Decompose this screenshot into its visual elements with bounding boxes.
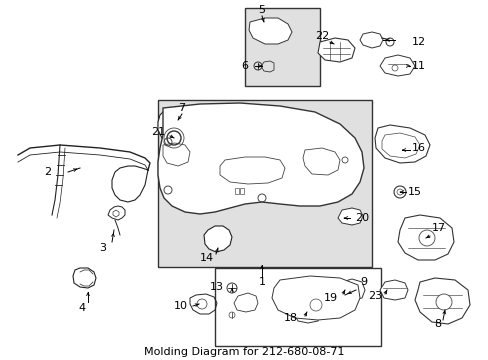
Circle shape [418,230,434,246]
Text: 20: 20 [354,213,368,223]
Bar [215,268,380,346]
Text: 23: 23 [367,291,381,301]
Bar [158,100,371,267]
Text: 3: 3 [99,243,106,253]
Text: Molding Diagram for 212-680-08-71: Molding Diagram for 212-680-08-71 [144,347,344,357]
Circle shape [435,294,451,310]
Text: 4: 4 [78,303,85,313]
Bar [235,188,239,194]
Polygon shape [414,278,469,324]
Polygon shape [397,215,453,260]
Polygon shape [158,110,192,145]
Text: 19: 19 [323,293,337,303]
Text: 18: 18 [284,313,297,323]
Polygon shape [203,226,231,252]
Polygon shape [379,280,407,300]
Text: 11: 11 [411,61,425,71]
Polygon shape [359,32,382,48]
Text: 15: 15 [407,187,421,197]
Circle shape [396,189,402,195]
Text: 10: 10 [174,301,187,311]
Text: 21: 21 [151,127,164,137]
Polygon shape [337,208,362,225]
Text: 16: 16 [411,143,425,153]
Bar [240,188,244,194]
Polygon shape [374,125,429,163]
Text: 14: 14 [200,253,214,263]
Text: 2: 2 [44,167,51,177]
Text: 12: 12 [411,37,425,47]
Text: 6: 6 [241,61,247,71]
Circle shape [385,38,393,46]
Polygon shape [337,279,364,300]
Polygon shape [317,38,354,62]
Text: 8: 8 [433,319,441,329]
Text: 1: 1 [258,277,265,287]
Text: 7: 7 [178,103,185,113]
Polygon shape [379,55,414,76]
Bar [244,8,319,86]
Polygon shape [158,103,363,214]
Text: 9: 9 [359,277,366,287]
Polygon shape [248,18,291,44]
Text: 5: 5 [258,5,265,15]
Polygon shape [271,276,359,320]
Text: 22: 22 [314,31,328,41]
Circle shape [393,186,405,198]
Text: 13: 13 [209,282,224,292]
Text: 17: 17 [431,223,445,233]
Polygon shape [293,302,320,323]
